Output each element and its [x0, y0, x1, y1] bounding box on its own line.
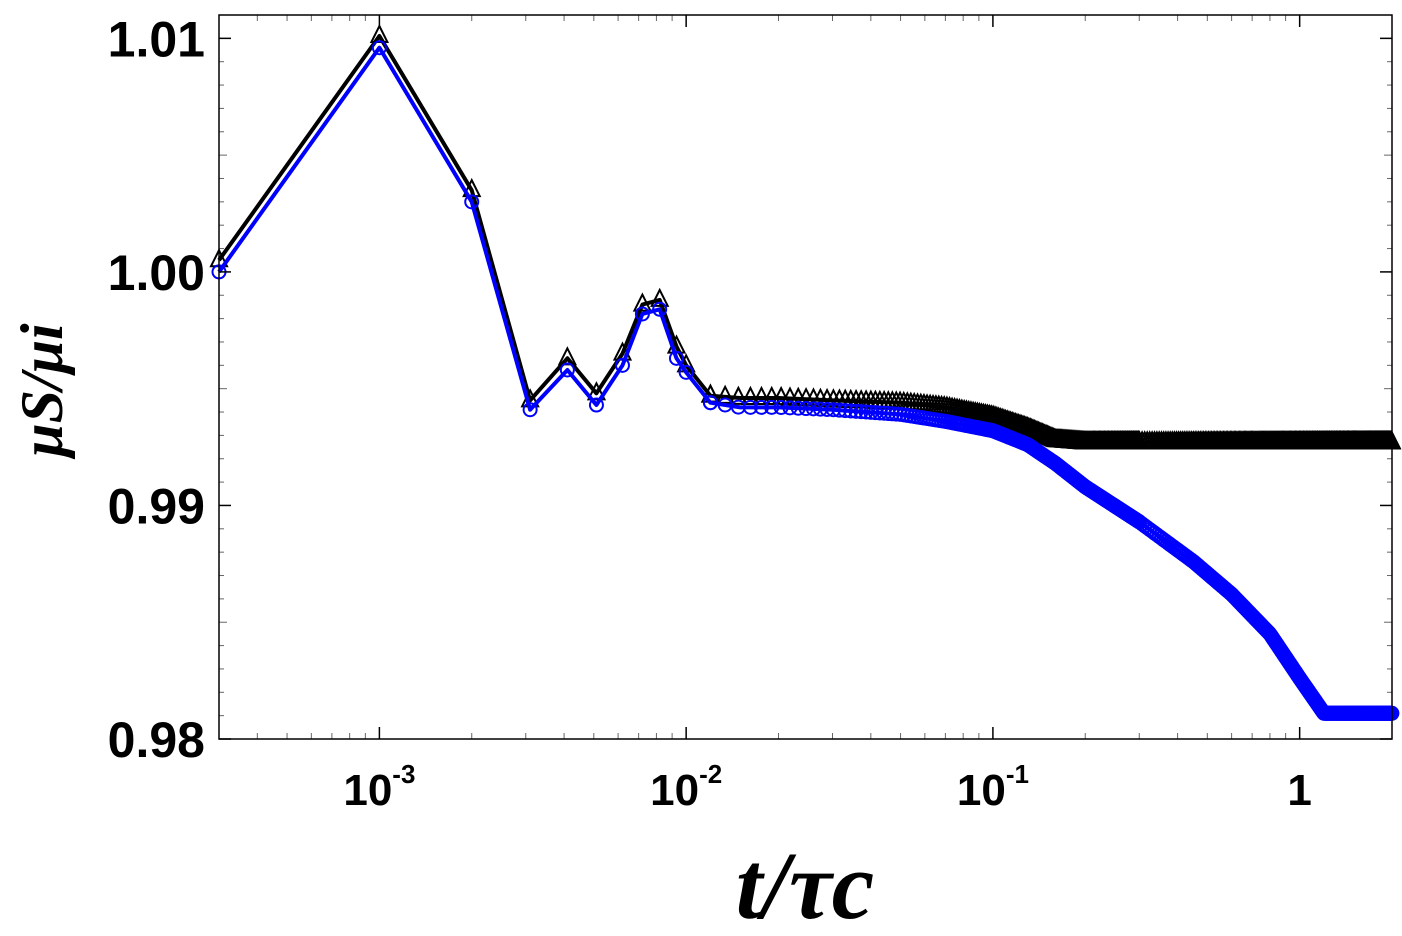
series-marker-circle	[614, 357, 630, 373]
series-2	[211, 40, 1400, 721]
y-tick-label: 0.98	[108, 712, 205, 768]
x-tick-label: 10-2	[650, 759, 722, 815]
y-tick-label: 1.01	[108, 11, 205, 67]
y-tick-labels: 1.01 1.00 0.99 0.98	[108, 11, 205, 768]
series-marker-circle	[678, 364, 694, 380]
major-ticks	[219, 15, 1392, 740]
series-line	[217, 45, 1392, 716]
series-1	[209, 23, 1402, 450]
x-tick-label: 10-1	[957, 759, 1029, 815]
series-marker-circle	[588, 397, 604, 413]
series-layer	[209, 23, 1402, 721]
x-axis-title: t/τc	[736, 832, 875, 936]
series-line	[217, 34, 1392, 445]
series-marker-circle	[668, 350, 684, 366]
x-tick-label: 10-3	[343, 759, 415, 815]
series-marker-circle	[371, 40, 387, 56]
x-tick-label: 1	[1287, 766, 1311, 815]
minor-ticks	[218, 15, 1393, 739]
plot-frame	[218, 14, 1393, 740]
y-axis-title: μS/μi	[9, 323, 75, 460]
x-tick-labels: 10-3 10-2 10-1 1	[343, 759, 1312, 815]
y-tick-label: 0.99	[108, 478, 205, 534]
series-marker-circle	[559, 362, 575, 378]
y-tick-label: 1.00	[108, 245, 205, 301]
series-marker-triangle	[650, 287, 670, 307]
